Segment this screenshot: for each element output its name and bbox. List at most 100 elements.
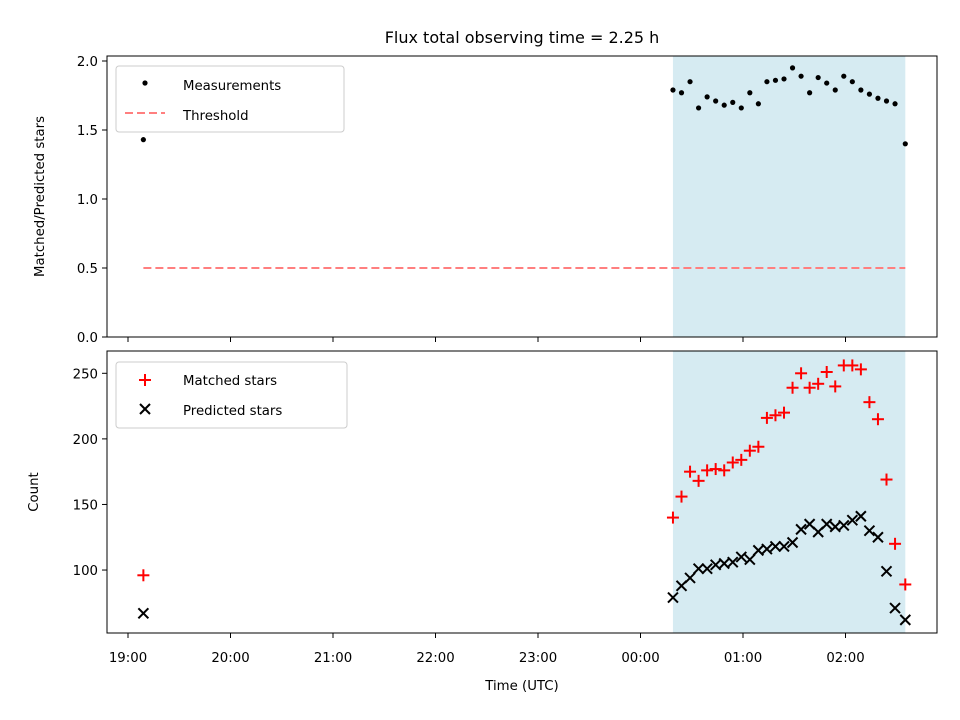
measurement-point <box>695 105 702 111</box>
measurement-point <box>841 73 847 79</box>
measurement-point <box>815 74 821 81</box>
measurement-point <box>866 91 873 97</box>
matched-star-point <box>718 464 731 477</box>
measurement-point <box>781 76 787 82</box>
matched-star-point <box>803 381 816 394</box>
matched-star-point <box>692 474 705 487</box>
measurement-point <box>798 73 804 79</box>
matched-star-point <box>675 490 688 503</box>
measurement-point <box>678 90 685 96</box>
measurement-point <box>858 87 864 93</box>
predicted-star-point <box>863 524 876 537</box>
bottom-panel: 100 150 200 250 19:00 20:00 21:00 22:00 23:00 00… <box>27 350 938 694</box>
matched-star-point <box>795 367 808 380</box>
measurement-point <box>849 79 855 85</box>
top-legend: Measurements Threshold <box>115 65 345 133</box>
matched-star-point <box>709 463 722 476</box>
predicted-star-point <box>889 602 901 614</box>
bottom-legend-box <box>115 361 348 429</box>
bottom-marks <box>137 359 912 626</box>
bottom-x-ticks: 19:00 20:00 21:00 22:00 23:00 00:00 01:00 02:00 <box>109 633 865 666</box>
matched-star-point <box>743 444 756 457</box>
top-y-axis-label: Matched/Predicted stars <box>33 116 48 277</box>
measurement-point <box>747 90 753 96</box>
top-y-ticks: 0.0 0.5 1.0 1.5 2.0 <box>77 55 107 346</box>
x-tick-label: 01:00 <box>724 651 762 666</box>
predicted-star-point <box>838 519 850 532</box>
measurement-point <box>883 98 890 104</box>
legend-measurements-label: Measurements <box>183 79 281 94</box>
predicted-star-point <box>667 591 679 604</box>
top-y-tick-label: 1.5 <box>77 124 98 139</box>
predicted-star-point <box>137 607 150 620</box>
predicted-star-point <box>735 551 747 563</box>
measurement-point <box>807 90 813 96</box>
matched-star-point <box>812 377 825 390</box>
matched-star-point <box>899 578 912 591</box>
x-tick-label: 00:00 <box>621 651 659 666</box>
top-x-ticks <box>127 337 846 342</box>
predicted-star-point <box>821 518 833 530</box>
bottom-y-axis-label: Count <box>27 472 42 512</box>
matched-star-point <box>752 440 765 453</box>
matched-star-point <box>854 363 867 376</box>
measurement-point <box>738 105 744 111</box>
bottom-y-tick-label: 150 <box>73 498 98 513</box>
bottom-y-ticks: 100 150 200 250 <box>73 367 107 579</box>
matched-star-point <box>735 453 748 466</box>
matched-star-point <box>880 473 893 486</box>
legend-matched-marker <box>139 374 151 386</box>
top-axes-frame <box>106 55 938 338</box>
predicted-star-point <box>684 572 696 584</box>
predicted-star-point <box>786 536 799 549</box>
predicted-star-point <box>872 531 884 543</box>
top-y-tick-label: 1.0 <box>77 193 98 208</box>
measurement-point <box>892 101 898 107</box>
predicted-star-point <box>899 614 911 626</box>
measurement-point <box>772 77 779 83</box>
bottom-axes-frame <box>106 350 938 634</box>
matched-star-point <box>726 456 739 469</box>
measurement-point <box>832 87 838 93</box>
predicted-star-point <box>778 540 790 553</box>
matched-star-point <box>137 569 150 582</box>
bottom-y-tick-label: 100 <box>73 564 98 579</box>
measurement-point <box>140 137 146 143</box>
predicted-star-point <box>744 553 756 566</box>
x-tick-label: 02:00 <box>826 651 864 666</box>
predicted-star-point <box>769 540 782 553</box>
top-y-tick-label: 2.0 <box>77 55 98 70</box>
matched-star-point <box>760 411 773 424</box>
top-panel: 0.00.51.01.52.0 Matched/Predicted stars … <box>33 55 938 346</box>
x-tick-label: 21:00 <box>314 651 352 666</box>
x-tick-label: 20:00 <box>211 651 249 666</box>
measurement-point <box>704 94 710 100</box>
legend-threshold-label: Threshold <box>182 109 249 124</box>
measurement-point <box>670 87 676 93</box>
top-marks <box>140 65 908 269</box>
bottom-y-tick-label: 250 <box>73 367 98 382</box>
measurement-point <box>730 99 736 105</box>
predicted-star-point <box>727 556 739 568</box>
measurement-point <box>875 95 881 101</box>
matched-star-point <box>666 511 679 524</box>
predicted-star-point <box>761 543 773 555</box>
x-tick-label: 22:00 <box>416 651 454 666</box>
legend-matched-label: Matched stars <box>183 374 277 389</box>
top-y-tick-label: 0.0 <box>77 331 98 346</box>
bottom-legend: Matched stars Predicted stars <box>115 361 348 429</box>
predicted-star-point <box>701 563 713 575</box>
matched-star-point <box>778 406 790 419</box>
matched-star-point <box>701 464 714 477</box>
x-axis-label: Time (UTC) <box>484 679 559 694</box>
legend-measurements-marker <box>142 80 148 86</box>
predicted-star-point <box>795 523 807 536</box>
top-y-tick-label: 0.5 <box>77 262 98 277</box>
measurement-point <box>755 101 761 107</box>
measurement-point <box>824 80 830 86</box>
bottom-shaded-span <box>672 351 906 633</box>
legend-predicted-label: Predicted stars <box>183 404 282 419</box>
matched-star-point <box>769 409 782 422</box>
predicted-star-point <box>692 563 705 575</box>
